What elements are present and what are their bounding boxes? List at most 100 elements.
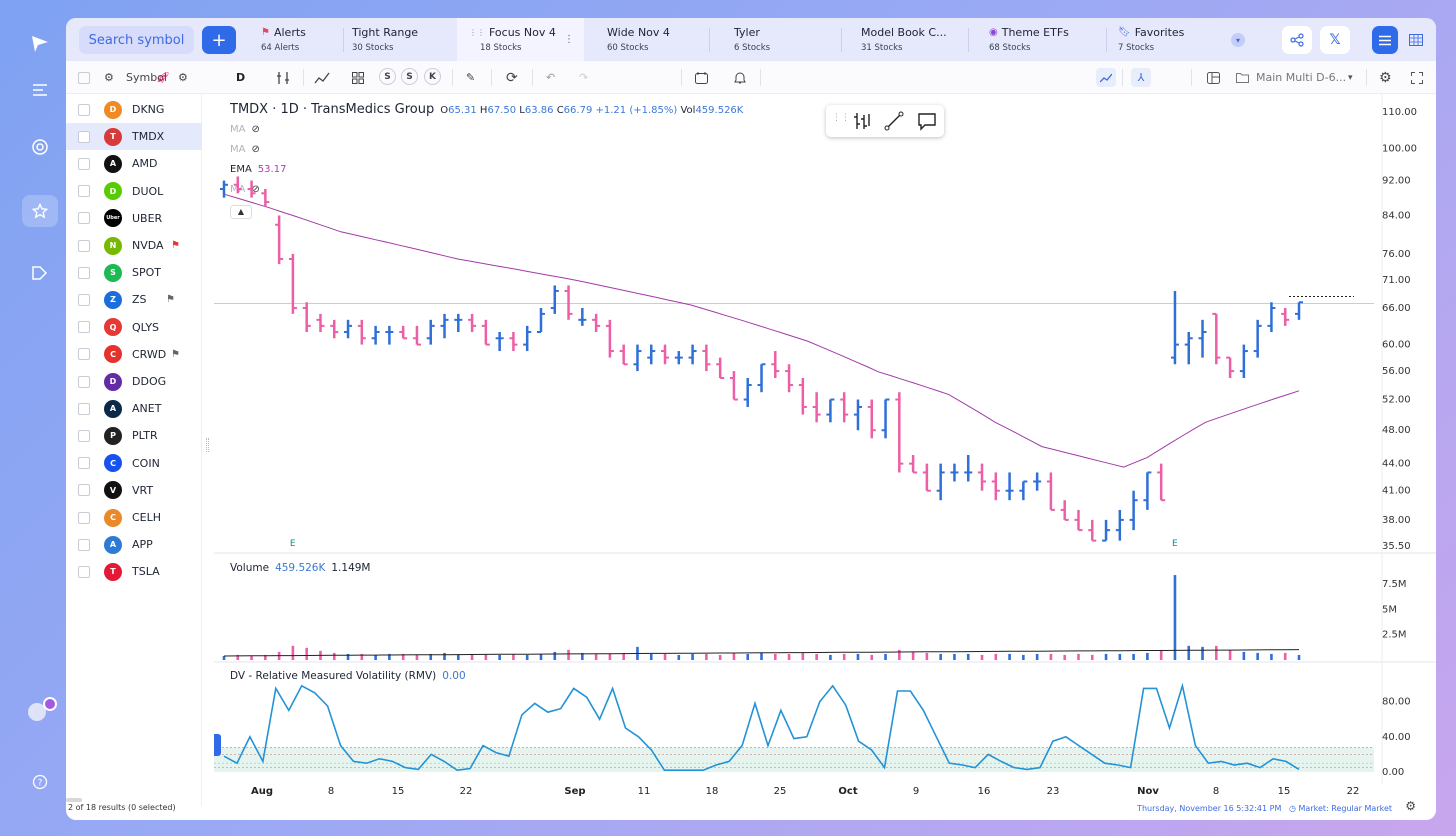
add-button[interactable]: +: [202, 26, 236, 54]
app-logo-icon[interactable]: [30, 34, 50, 54]
tab-menu-icon[interactable]: ⋮: [564, 34, 574, 45]
list-item-zs[interactable]: Z ZS ⚑: [66, 286, 202, 313]
avatar[interactable]: [28, 703, 46, 721]
interval-button[interactable]: D: [236, 71, 246, 84]
chart-settings-icon[interactable]: ⚙: [1379, 69, 1392, 86]
list-item-ddog[interactable]: D DDOG: [66, 368, 202, 395]
list-item-uber[interactable]: Uber UBER: [66, 205, 202, 232]
refresh-icon[interactable]: ⟳: [506, 69, 518, 86]
line-chart-icon[interactable]: [314, 68, 330, 87]
x-twitter-icon[interactable]: 𝕏: [1320, 26, 1350, 54]
list-item-duol[interactable]: D DUOL: [66, 178, 202, 205]
collapse-indicators-button[interactable]: ▲: [230, 205, 252, 219]
row-checkbox[interactable]: [78, 402, 90, 415]
calendar-icon[interactable]: [695, 68, 708, 87]
row-checkbox[interactable]: [78, 185, 90, 198]
list-item-tmdx[interactable]: T TMDX: [66, 123, 202, 151]
row-checkbox[interactable]: [78, 266, 90, 279]
column-settings-icon[interactable]: ⚙: [178, 71, 188, 84]
flag-icon[interactable]: ⚑: [171, 240, 180, 251]
tab-theme-etfs[interactable]: ◉ Theme ETFs 68 Stocks: [977, 18, 1107, 61]
indicator-ema[interactable]: EMA 53.17: [230, 164, 287, 175]
chart-area[interactable]: TMDX · 1D · TransMedics Group O65.31 H67…: [214, 94, 1436, 813]
row-checkbox[interactable]: [78, 103, 90, 116]
trendline-icon[interactable]: [884, 111, 904, 135]
tab-focus-nov-4[interactable]: ⋮⋮ Focus Nov 4 18 Stocks ⋮: [457, 18, 584, 61]
list-item-anet[interactable]: A ANET: [66, 395, 202, 422]
layout-icon[interactable]: [1207, 68, 1220, 87]
menu-icon[interactable]: [22, 74, 58, 106]
row-checkbox[interactable]: [78, 484, 90, 497]
list-item-tsla[interactable]: T TSLA: [66, 558, 202, 585]
drag-handle-icon[interactable]: ⋮⋮: [469, 28, 485, 37]
tab-alerts[interactable]: ⚑ Alerts 64 Alerts: [249, 18, 344, 61]
timezone-settings-icon[interactable]: ⚙: [1405, 799, 1416, 813]
list-view-icon[interactable]: [1372, 26, 1398, 54]
flag-icon[interactable]: ⚑: [166, 294, 175, 306]
rocket-icon[interactable]: 🚀︎: [156, 71, 170, 84]
tab-model-book[interactable]: Model Book C... 31 Stocks: [849, 18, 969, 61]
settings-gear-icon[interactable]: ⚙: [104, 71, 114, 84]
help-icon[interactable]: ?: [22, 766, 58, 798]
tab-tyler[interactable]: Tyler 6 Stocks: [722, 18, 842, 61]
tabs-dropdown-icon[interactable]: ▾: [1231, 33, 1245, 47]
layout-folder-icon[interactable]: [1236, 68, 1249, 87]
fullscreen-icon[interactable]: [1411, 68, 1423, 87]
row-checkbox[interactable]: [78, 239, 90, 252]
list-item-amd[interactable]: A AMD: [66, 150, 202, 177]
layout-dropdown-icon[interactable]: ▾: [1348, 72, 1353, 83]
layout-grid-icon[interactable]: [352, 68, 364, 87]
row-checkbox[interactable]: [78, 321, 90, 334]
comment-icon[interactable]: [917, 111, 937, 135]
flag-icon[interactable]: ⚑: [171, 348, 180, 360]
watchlist-star-icon[interactable]: [22, 195, 58, 227]
grid-view-icon[interactable]: [1403, 26, 1429, 54]
undo-icon[interactable]: ↶: [546, 71, 556, 84]
row-checkbox[interactable]: [78, 429, 90, 442]
drag-handle-icon[interactable]: ⋮⋮: [832, 113, 850, 123]
row-checkbox[interactable]: [78, 130, 90, 143]
pane-collapse-tab[interactable]: [214, 734, 221, 756]
tab-tight-range[interactable]: Tight Range 30 Stocks: [340, 18, 457, 61]
tab-favorites[interactable]: 🔖︎ Favorites 7 Stocks: [1106, 18, 1221, 61]
chart-canvas[interactable]: 110.00100.0092.0084.0076.0071.0066.0060.…: [214, 94, 1436, 806]
share-icon[interactable]: [1282, 26, 1312, 54]
speed-key-s1[interactable]: S: [379, 68, 396, 85]
row-checkbox[interactable]: [78, 375, 90, 388]
list-item-qlys[interactable]: Q QLYS: [66, 314, 202, 341]
list-item-pltr[interactable]: P PLTR: [66, 422, 202, 449]
indicator-ma-1[interactable]: MA ⊘: [230, 124, 260, 135]
radar-icon[interactable]: [22, 131, 58, 163]
pencil-icon[interactable]: ✎: [466, 71, 476, 84]
row-checkbox[interactable]: [78, 157, 90, 170]
row-checkbox[interactable]: [78, 293, 90, 306]
list-item-nvda[interactable]: N NVDA ⚑: [66, 232, 202, 259]
hidden-eye-icon[interactable]: ⊘: [251, 144, 260, 155]
row-checkbox[interactable]: [78, 348, 90, 361]
list-item-vrt[interactable]: V VRT: [66, 477, 202, 504]
tab-wide-nov-4[interactable]: Wide Nov 4 60 Stocks: [595, 18, 710, 61]
sidebar-resize-handle[interactable]: [206, 438, 209, 452]
row-checkbox[interactable]: [78, 511, 90, 524]
list-item-celh[interactable]: C CELH: [66, 504, 202, 531]
chart-title[interactable]: TMDX · 1D · TransMedics Group: [230, 102, 435, 117]
layout-name[interactable]: Main Multi D-6...: [1256, 71, 1347, 84]
row-checkbox[interactable]: [78, 565, 90, 578]
horizontal-scrollbar[interactable]: [66, 798, 82, 802]
indicators-icon[interactable]: [276, 68, 290, 87]
list-item-dkng[interactable]: D DKNG: [66, 96, 202, 123]
select-all-checkbox[interactable]: [78, 72, 90, 84]
replay-icon[interactable]: [22, 257, 58, 289]
rmv-legend[interactable]: DV - Relative Measured Volatility (RMV) 0…: [230, 670, 466, 682]
list-item-coin[interactable]: C COIN: [66, 450, 202, 477]
list-item-crwd[interactable]: C CRWD ⚑: [66, 341, 202, 368]
hidden-eye-icon[interactable]: ⊘: [251, 184, 260, 195]
indicator-ma-2[interactable]: MA ⊘: [230, 144, 260, 155]
list-item-spot[interactable]: S SPOT: [66, 259, 202, 286]
compare-icon[interactable]: ⅄: [1131, 68, 1151, 87]
row-checkbox[interactable]: [78, 457, 90, 470]
speed-key-k[interactable]: K: [424, 68, 441, 85]
row-checkbox[interactable]: [78, 212, 90, 225]
volume-legend[interactable]: Volume 459.526K 1.149M: [230, 562, 371, 574]
row-checkbox[interactable]: [78, 538, 90, 551]
